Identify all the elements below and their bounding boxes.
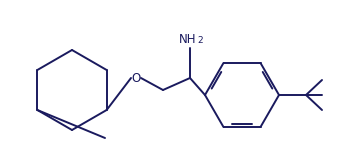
Text: 2: 2 xyxy=(197,36,203,44)
Text: O: O xyxy=(131,72,140,84)
Text: NH: NH xyxy=(179,33,197,46)
